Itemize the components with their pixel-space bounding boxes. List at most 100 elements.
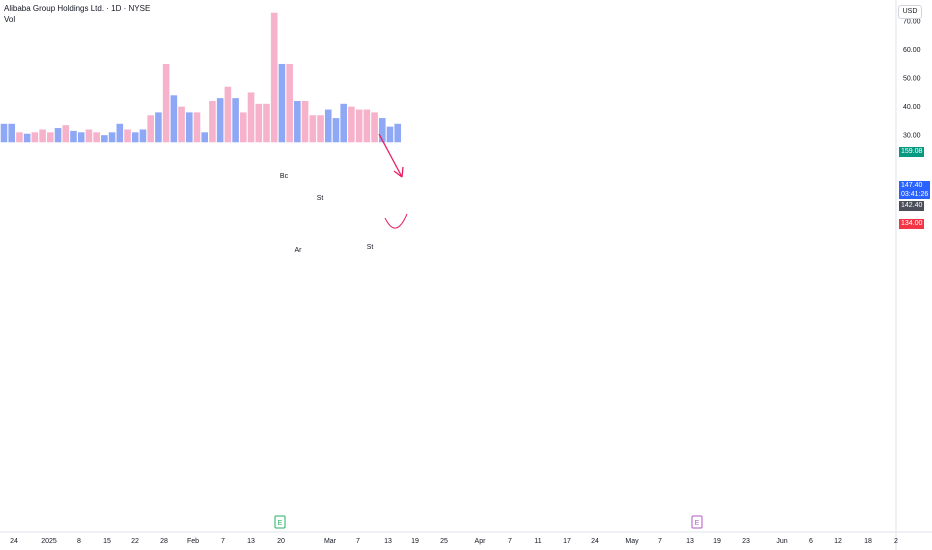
x-tick-label: 18 bbox=[864, 538, 872, 545]
x-tick-label: 7 bbox=[356, 538, 360, 545]
volume-bar bbox=[263, 103, 270, 143]
volume-bar bbox=[224, 86, 232, 143]
volume-bar bbox=[363, 109, 371, 143]
volume-bar bbox=[324, 109, 332, 143]
volume-bar bbox=[216, 98, 224, 143]
x-tick-label: 2 bbox=[894, 538, 898, 545]
volume-bar bbox=[124, 129, 131, 143]
volume-bar bbox=[317, 115, 324, 143]
volume-bar bbox=[332, 118, 340, 143]
volume-bar bbox=[47, 132, 54, 143]
volume-bar bbox=[147, 115, 154, 143]
volume-bar bbox=[162, 63, 170, 143]
volume-bar bbox=[62, 125, 70, 143]
x-tick-label: 7 bbox=[508, 538, 512, 545]
entry-price-tag: 142.40 bbox=[899, 201, 925, 211]
volume-bar bbox=[93, 132, 100, 143]
stop-price-tag: 134.00 bbox=[899, 219, 925, 229]
volume-bars bbox=[0, 12, 402, 143]
x-tick-label: 13 bbox=[384, 538, 392, 545]
volume-bar bbox=[255, 103, 263, 143]
volume-bar bbox=[394, 123, 402, 143]
volume-bar bbox=[355, 109, 363, 143]
wyckoff-label: Bc bbox=[280, 173, 289, 180]
volume-bar bbox=[278, 63, 286, 143]
x-tick-label: Jun bbox=[776, 538, 787, 545]
symbol-title: Alibaba Group Holdings Ltd. · 1D · NYSE bbox=[4, 4, 151, 13]
volume-bar bbox=[170, 95, 178, 143]
volume-bar bbox=[378, 118, 386, 143]
x-tick-label: 17 bbox=[563, 538, 571, 545]
volume-bar bbox=[178, 106, 185, 143]
last-price-tag: 147.40 03:41:26 bbox=[899, 181, 931, 199]
volume-bar bbox=[85, 129, 93, 143]
x-tick-label: 11 bbox=[534, 538, 541, 545]
y-tick-label: 50.00 bbox=[903, 76, 921, 83]
last-price-value: 147.40 bbox=[901, 182, 923, 189]
volume-bar bbox=[108, 132, 116, 143]
x-tick-label: 12 bbox=[834, 538, 842, 545]
volume-bar bbox=[270, 12, 278, 143]
volume-bar bbox=[232, 98, 239, 143]
volume-bar bbox=[116, 123, 124, 143]
x-tick-label: May bbox=[625, 538, 639, 545]
target-price-tag: 159.08 bbox=[899, 147, 925, 157]
earnings-marker bbox=[691, 515, 703, 529]
y-tick-label: 40.00 bbox=[903, 104, 921, 111]
x-tick-label: 13 bbox=[247, 538, 255, 545]
volume-bar bbox=[8, 123, 16, 143]
wyckoff-label: Ar bbox=[295, 247, 303, 254]
y-tick-label: 60.00 bbox=[903, 47, 921, 54]
wyckoff-label: St bbox=[367, 244, 374, 251]
x-tick-label: 25 bbox=[440, 538, 448, 545]
volume-bar bbox=[139, 129, 147, 143]
volume-bar bbox=[16, 132, 23, 143]
volume-bar bbox=[286, 63, 293, 143]
x-tick-label: 28 bbox=[160, 538, 168, 545]
volume-bar bbox=[31, 132, 39, 143]
volume-bar bbox=[193, 112, 201, 143]
volume-bar bbox=[23, 133, 31, 143]
x-tick-label: Mar bbox=[324, 538, 337, 545]
y-tick-label: 70.00 bbox=[903, 19, 921, 26]
volume-bar bbox=[201, 132, 209, 143]
bar-countdown: 03:41:26 bbox=[901, 191, 929, 198]
spring-arc bbox=[384, 213, 408, 229]
volume-label: Vol bbox=[4, 15, 16, 24]
volume-bar bbox=[386, 126, 394, 143]
volume-bar bbox=[371, 112, 378, 143]
x-tick-label: 2025 bbox=[41, 538, 57, 545]
x-tick-label: 20 bbox=[277, 538, 285, 545]
x-tick-label: 7 bbox=[658, 538, 662, 545]
volume-bar bbox=[101, 135, 108, 143]
volume-bar bbox=[70, 130, 77, 143]
volume-bar bbox=[39, 129, 46, 143]
x-tick-label: 7 bbox=[221, 538, 225, 545]
x-tick-label: 22 bbox=[131, 538, 139, 545]
volume-bar bbox=[247, 92, 255, 143]
annotations-layer: Bc St Ar St E E bbox=[274, 133, 703, 529]
earnings-marker-letter: E bbox=[695, 520, 700, 527]
volume-bar bbox=[309, 115, 317, 143]
volume-bar bbox=[340, 103, 347, 143]
time-axis: 24 2025 8 15 22 28 Feb 7 13 20 Mar 7 13 19 25 Apr 7 11 17 2… bbox=[10, 538, 898, 545]
x-tick-label: Apr bbox=[475, 538, 487, 545]
volume-bar bbox=[348, 106, 355, 143]
x-tick-label: 23 bbox=[742, 538, 750, 545]
earnings-marker-letter: E bbox=[278, 520, 283, 527]
volume-bar bbox=[155, 112, 162, 143]
volume-bar bbox=[77, 132, 85, 143]
volume-bar bbox=[131, 132, 139, 143]
volume-bar bbox=[240, 112, 247, 143]
currency-button[interactable]: USD bbox=[898, 5, 922, 19]
x-tick-label: 15 bbox=[103, 538, 111, 545]
volume-bar bbox=[0, 123, 8, 143]
price-axis: 200.00190.00180.00170.00150.00140.00130.… bbox=[903, 19, 921, 140]
volume-bar bbox=[185, 112, 193, 143]
x-tick-label: Feb bbox=[187, 538, 199, 545]
volume-bar bbox=[301, 100, 309, 143]
volume-bar bbox=[54, 128, 62, 143]
volume-bar bbox=[209, 100, 216, 143]
wyckoff-label: St bbox=[317, 195, 324, 202]
